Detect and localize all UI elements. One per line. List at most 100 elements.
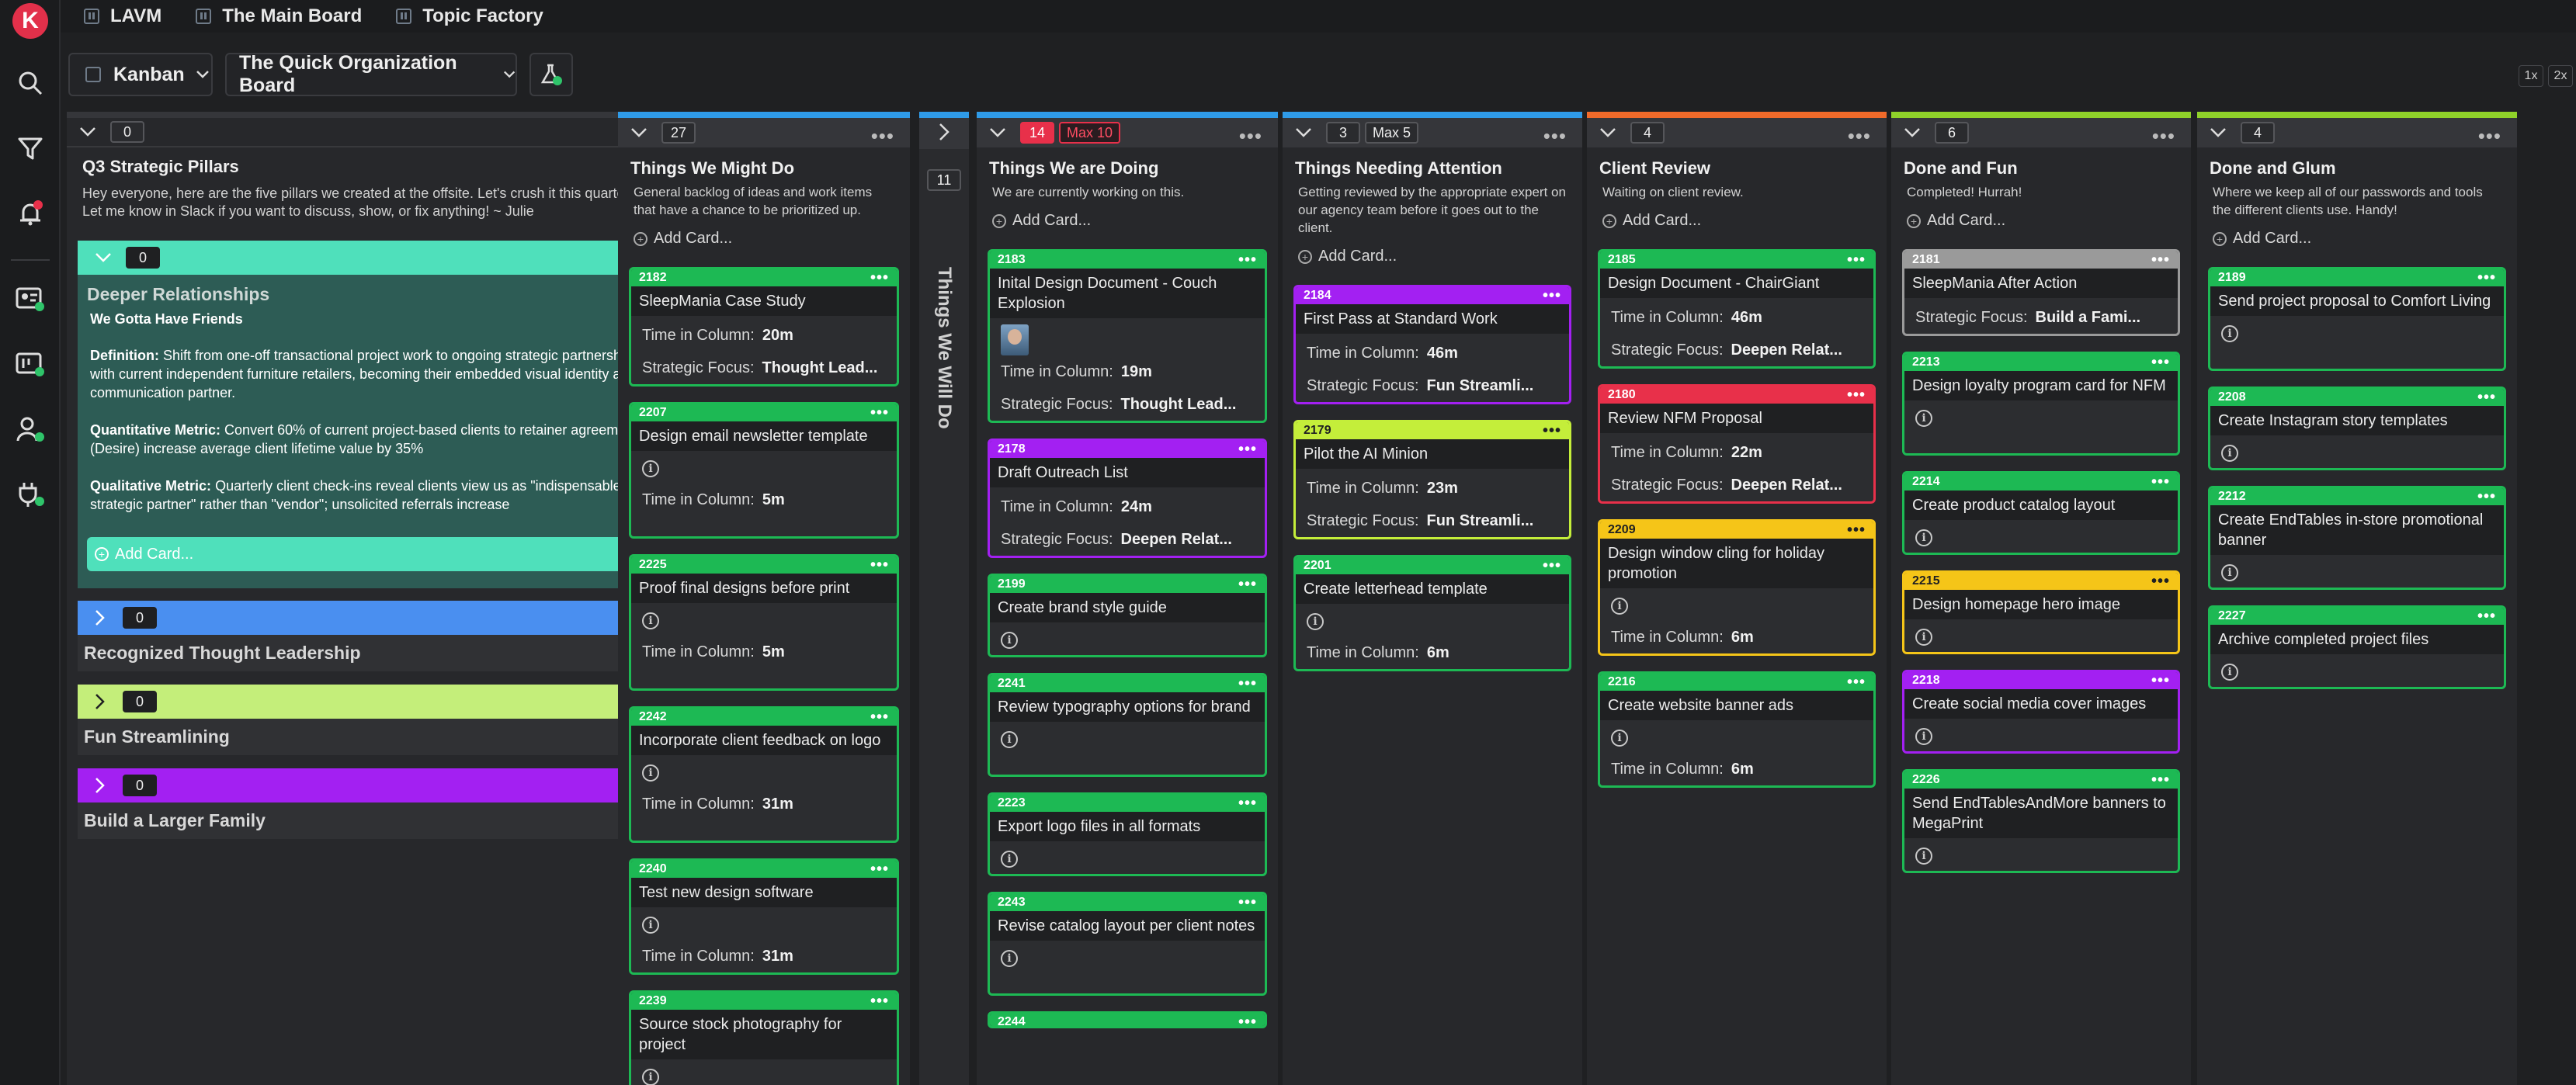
info-icon[interactable]: i (1307, 613, 1324, 630)
more-options-icon[interactable]: ••• (2151, 473, 2170, 491)
chevron-right-icon[interactable] (89, 606, 112, 629)
kanban-card[interactable]: 2223 ••• Export logo files in all formats i (988, 792, 1267, 876)
info-icon[interactable]: i (2221, 564, 2238, 581)
more-options-icon[interactable]: ••• (2151, 251, 2170, 269)
kanban-card[interactable]: 2241 ••• Review typography options for bra… (988, 673, 1267, 777)
more-options-icon[interactable]: ••• (1542, 287, 1561, 304)
kanban-card[interactable]: 2208 ••• Create Instagram story templates i (2208, 387, 2506, 470)
info-icon[interactable]: i (1915, 629, 1932, 646)
info-icon[interactable]: i (642, 612, 659, 629)
kanban-card[interactable]: 2178 ••• Draft Outreach List Time in Column… (988, 439, 1267, 558)
info-icon[interactable]: i (1915, 410, 1932, 427)
chevron-down-icon[interactable] (986, 121, 1009, 144)
kanban-card[interactable]: 2201 ••• Create letterhead template i Time i… (1293, 555, 1571, 671)
zoom-2x-button[interactable]: 2x (2548, 65, 2573, 87)
board-selector[interactable]: The Quick Organization Board (225, 52, 517, 96)
kanban-card[interactable]: 2216 ••• Create website banner ads i Time in… (1598, 671, 1876, 788)
more-options-icon[interactable]: ••• (2477, 608, 2496, 625)
more-options-icon[interactable]: ••• (2151, 573, 2170, 590)
kanban-card[interactable]: 2207 ••• Design email newsletter template i… (629, 402, 899, 539)
tab-lavm[interactable]: LAVM (84, 5, 161, 27)
info-icon[interactable]: i (2221, 325, 2238, 342)
info-icon[interactable]: i (642, 917, 659, 934)
more-options-icon[interactable]: ••• (2151, 354, 2170, 371)
more-options-icon[interactable]: ••• (870, 709, 889, 726)
kanban-card[interactable]: 2181 ••• SleepMania After Action Strategic … (1902, 249, 2180, 336)
notification-bell-icon[interactable] (14, 197, 47, 230)
chevron-down-icon[interactable] (1292, 121, 1315, 144)
info-icon[interactable]: i (1001, 731, 1018, 748)
add-card-button[interactable]: + Add Card... (992, 212, 1091, 230)
kanban-card[interactable]: 2244 ••• (988, 1011, 1267, 1028)
kanban-card[interactable]: 2199 ••• Create brand style guide i (988, 574, 1267, 657)
info-icon[interactable]: i (1001, 950, 1018, 967)
kanban-card[interactable]: 2227 ••• Archive completed project files i (2208, 605, 2506, 689)
tab-topic-factory[interactable]: Topic Factory (396, 5, 543, 27)
kanban-card[interactable]: 2218 ••• Create social media cover images i (1902, 670, 2180, 754)
info-icon[interactable]: i (1001, 632, 1018, 649)
more-options-icon[interactable]: ••• (870, 556, 889, 574)
chevron-down-icon[interactable] (1901, 121, 1924, 144)
info-icon[interactable]: i (1915, 728, 1932, 745)
more-options-icon[interactable]: ••• (1238, 576, 1257, 593)
kanban-card[interactable]: 2225 ••• Proof final designs before print i… (629, 554, 899, 691)
chevron-down-icon[interactable] (627, 121, 651, 144)
chevron-right-icon[interactable] (89, 690, 112, 713)
kanban-card[interactable]: 2240 ••• Test new design software i Time in … (629, 858, 899, 975)
kanban-card[interactable]: 2182 ••• SleepMania Case Study Time in Colu… (629, 267, 899, 387)
chevron-down-icon[interactable] (76, 120, 99, 144)
kanban-card[interactable]: 2179 ••• Pilot the AI Minion Time in Column… (1293, 420, 1571, 539)
more-options-icon[interactable]: ••• (1542, 557, 1561, 574)
more-options-icon[interactable]: ••• (870, 269, 889, 286)
more-options-icon[interactable]: ••• (1238, 441, 1257, 458)
more-options-icon[interactable]: ••• (1846, 251, 1866, 269)
kanban-card[interactable]: 2214 ••• Create product catalog layout i (1902, 471, 2180, 555)
info-icon[interactable]: i (2221, 445, 2238, 462)
plugin-icon[interactable] (14, 478, 47, 511)
more-options-icon[interactable]: ••• (1238, 124, 1262, 147)
chevron-down-icon[interactable] (1596, 121, 1620, 144)
info-icon[interactable]: i (1915, 848, 1932, 865)
kanban-card[interactable]: 2180 ••• Review NFM Proposal Time in Column… (1598, 384, 1876, 504)
lab-flask-button[interactable] (529, 53, 573, 96)
add-card-button[interactable]: + Add Card... (634, 230, 732, 248)
more-options-icon[interactable]: ••• (1238, 251, 1257, 269)
more-options-icon[interactable]: ••• (2477, 389, 2496, 406)
info-icon[interactable]: i (642, 460, 659, 477)
chevron-down-icon[interactable] (92, 246, 115, 269)
add-card-button[interactable]: + Add Card... (87, 537, 652, 571)
info-icon[interactable]: i (1611, 730, 1628, 747)
kanban-card[interactable]: 2184 ••• First Pass at Standard Work Time i… (1293, 285, 1571, 404)
chevron-right-icon[interactable] (89, 774, 112, 797)
add-card-button[interactable]: + Add Card... (1298, 248, 1397, 265)
kanban-card[interactable]: 2212 ••• Create EndTables in-store promoti… (2208, 486, 2506, 590)
chevron-right-icon[interactable] (938, 123, 950, 145)
app-logo-icon[interactable]: K (12, 3, 48, 39)
kanban-card[interactable]: 2183 ••• Inital Design Document - Couch Ex… (988, 249, 1267, 423)
add-card-button[interactable]: + Add Card... (2213, 230, 2311, 248)
filter-icon[interactable] (14, 132, 47, 165)
board-add-icon[interactable] (14, 348, 47, 380)
more-options-icon[interactable]: ••• (870, 124, 894, 147)
info-icon[interactable]: i (2221, 664, 2238, 681)
more-options-icon[interactable]: ••• (2151, 124, 2175, 147)
kanban-card[interactable]: 2189 ••• Send project proposal to Comfort … (2208, 267, 2506, 371)
info-icon[interactable]: i (642, 1069, 659, 1085)
more-options-icon[interactable]: ••• (1543, 124, 1567, 147)
kanban-card[interactable]: 2185 ••• Design Document - ChairGiant Time … (1598, 249, 1876, 369)
chevron-down-icon[interactable] (2206, 121, 2230, 144)
add-card-button[interactable]: + Add Card... (1907, 212, 2005, 230)
more-options-icon[interactable]: ••• (2477, 124, 2501, 147)
search-icon[interactable] (14, 67, 47, 99)
zoom-1x-button[interactable]: 1x (2519, 65, 2543, 87)
more-options-icon[interactable]: ••• (870, 861, 889, 878)
more-options-icon[interactable]: ••• (870, 404, 889, 421)
info-icon[interactable]: i (1611, 598, 1628, 615)
more-options-icon[interactable]: ••• (1847, 124, 1871, 147)
more-options-icon[interactable]: ••• (1238, 795, 1257, 812)
more-options-icon[interactable]: ••• (1846, 522, 1866, 539)
kanban-card[interactable]: 2239 ••• Source stock photography for proj… (629, 990, 899, 1085)
add-card-button[interactable]: + Add Card... (1602, 212, 1701, 230)
more-options-icon[interactable]: ••• (2151, 672, 2170, 689)
user-add-icon[interactable] (14, 413, 47, 445)
